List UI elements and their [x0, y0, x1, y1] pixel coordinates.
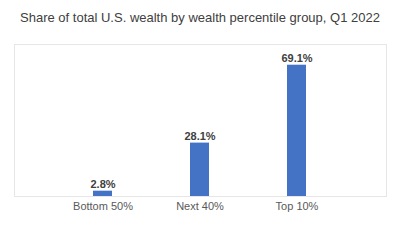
svg-text:Top 10%: Top 10%: [276, 200, 319, 212]
svg-text:28.1%: 28.1%: [184, 130, 215, 142]
svg-text:2.8%: 2.8%: [90, 178, 115, 190]
svg-text:69.1%: 69.1%: [281, 52, 312, 64]
svg-text:Bottom 50%: Bottom 50%: [73, 200, 133, 212]
svg-text:Next 40%: Next 40%: [176, 200, 224, 212]
html-text:Share of total U.S. wealth by: Share of total U.S. wealth by wealth per…: [20, 10, 380, 25]
